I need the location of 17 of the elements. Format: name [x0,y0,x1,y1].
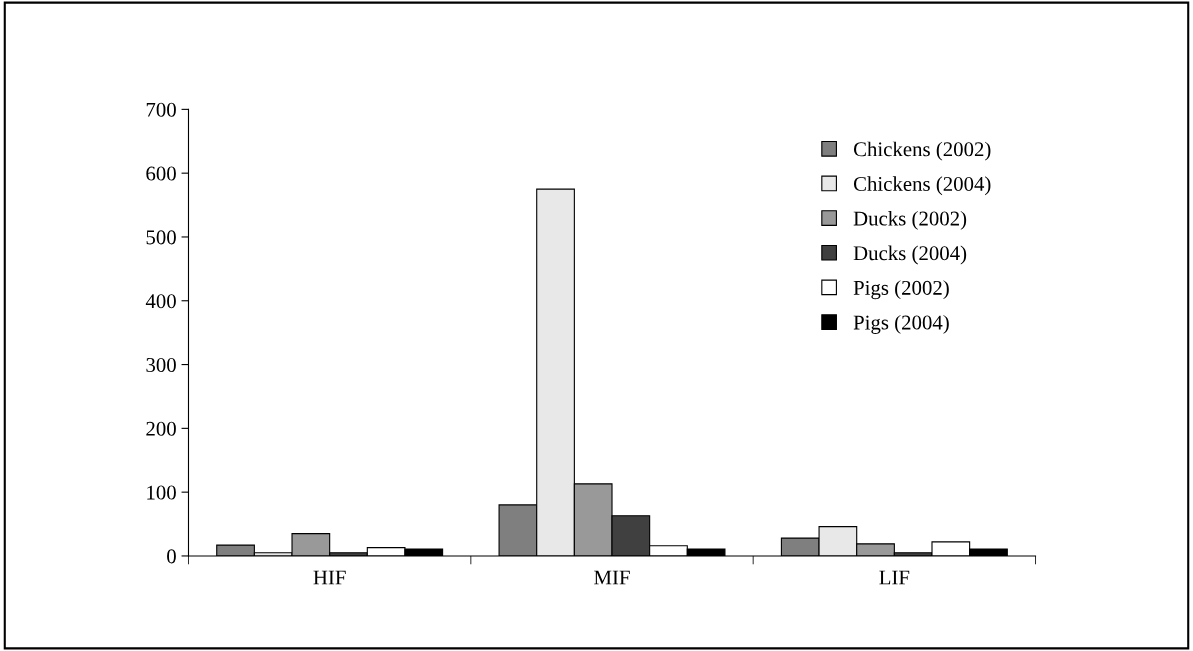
y-tick-label: 500 [146,230,176,245]
legend-label: Pigs (2004) [853,314,949,334]
y-tick-label: 200 [146,421,176,436]
x-tick-label: MIF [594,570,630,585]
y-tick-label: 600 [146,166,176,181]
y-tick-label: 400 [145,294,176,309]
y-tick-label: 700 [146,102,176,117]
legend-label: Ducks (2004) [853,245,967,265]
y-tick-label: 0 [167,549,176,564]
y-tick-label: 100 [147,485,176,500]
x-tick-label: LIF [879,570,910,585]
x-tick-label: HIF [313,570,346,585]
legend-label: Ducks (2002) [853,210,967,230]
legend-label: Chickens (2004) [853,176,991,196]
legend-label: Chickens (2002) [853,141,991,161]
y-tick-label: 300 [146,357,176,372]
legend-label: Pigs (2002) [853,280,949,300]
